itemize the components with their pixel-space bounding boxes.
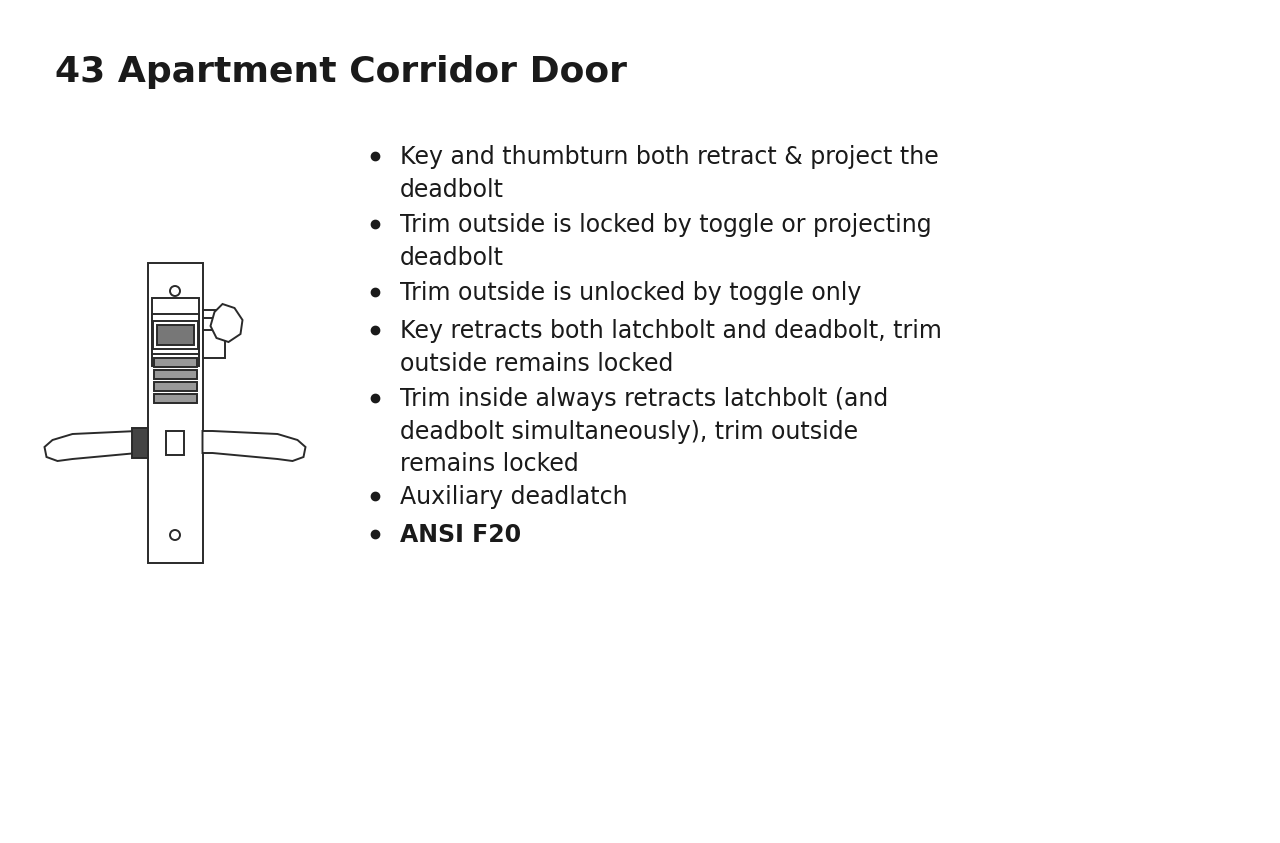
Text: Trim inside always retracts latchbolt (and
deadbolt simultaneously), trim outsid: Trim inside always retracts latchbolt (a… <box>399 387 888 476</box>
Text: 43 Apartment Corridor Door: 43 Apartment Corridor Door <box>55 55 627 89</box>
Bar <box>154 370 197 379</box>
Bar <box>132 428 147 458</box>
Text: ANSI F20: ANSI F20 <box>399 523 521 547</box>
Text: Key and thumbturn both retract & project the
deadbolt: Key and thumbturn both retract & project… <box>399 145 938 201</box>
Text: Key retracts both latchbolt and deadbolt, trim
outside remains locked: Key retracts both latchbolt and deadbolt… <box>399 319 942 375</box>
Polygon shape <box>210 304 242 342</box>
Bar <box>151 314 198 354</box>
Circle shape <box>170 286 180 296</box>
Bar <box>202 310 224 358</box>
Text: Auxiliary deadlatch: Auxiliary deadlatch <box>399 485 627 509</box>
Bar <box>202 318 220 330</box>
Bar <box>151 298 198 366</box>
Polygon shape <box>202 431 306 461</box>
Bar <box>154 382 197 391</box>
Text: Trim outside is locked by toggle or projecting
deadbolt: Trim outside is locked by toggle or proj… <box>399 213 932 270</box>
Bar <box>154 394 197 403</box>
Bar <box>154 358 197 367</box>
Bar <box>147 263 202 563</box>
Bar <box>166 431 184 455</box>
Circle shape <box>170 530 180 540</box>
Polygon shape <box>45 431 147 461</box>
Bar <box>156 325 193 345</box>
Bar <box>152 321 197 349</box>
Text: Trim outside is unlocked by toggle only: Trim outside is unlocked by toggle only <box>399 281 861 305</box>
